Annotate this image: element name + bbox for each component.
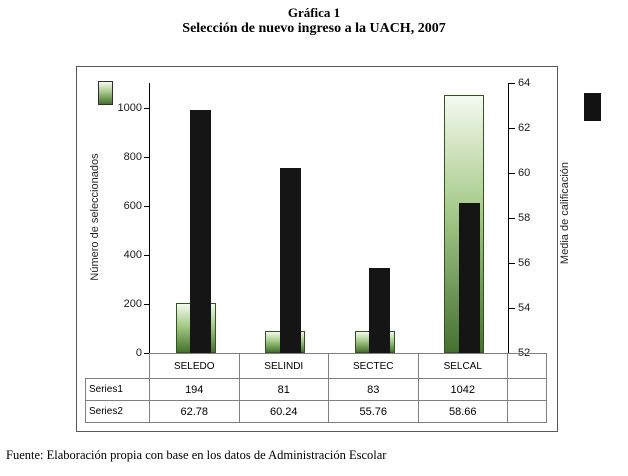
y-right-tick-label: 62: [518, 122, 531, 134]
table-corner-blank: [86, 354, 150, 379]
y-left-tick: [144, 303, 150, 305]
category-label: SELEDO: [149, 353, 240, 379]
y-right-tick-label: 58: [518, 212, 531, 224]
table-value-cell: 1042: [417, 378, 508, 401]
y-left-tick: [144, 107, 150, 109]
chart-frame: 0 200 400 600 800 1000 52 54 56 58 60 62 64 SELEDO SE…: [76, 66, 558, 432]
table-trailing-cell: [507, 378, 547, 401]
bar-series2-seledo: [190, 110, 212, 353]
right-axis-title: Media de calificación: [559, 161, 571, 265]
chart-title: Gráfica 1: [287, 5, 341, 20]
bar-series2-selindi: [279, 167, 301, 353]
category-label: SELINDI: [238, 353, 329, 379]
table-value-cell: 60.24: [238, 400, 329, 423]
y-right-tick-label: 56: [518, 257, 531, 269]
series1-legend-swatch-icon: [98, 81, 113, 105]
y-right-tick: [508, 308, 515, 309]
y-left-tick: [144, 254, 150, 256]
y-left-tick-label: 0: [135, 347, 142, 359]
y-right-tick: [508, 263, 515, 264]
y-right-tick: [508, 218, 515, 219]
table-value-cell: 83: [328, 378, 419, 401]
y-left-tick: [144, 205, 150, 207]
y-left-tick: [144, 353, 150, 354]
series-name-cell: Series1: [85, 378, 150, 401]
plot-area: 0 200 400 600 800 1000 52 54 56 58 60 62 64: [118, 77, 531, 359]
table-value-cell: 62.78: [149, 400, 240, 423]
series2-legend-swatch-icon: [584, 93, 601, 121]
table-trailing-cell: [507, 400, 547, 423]
table-value-cell: 194: [149, 378, 240, 401]
category-label: SECTEC: [328, 353, 419, 379]
chart-subtitle: Selección de nuevo ingreso a la UACH, 20…: [182, 21, 446, 36]
source-note: Fuente: Elaboración propia con base en l…: [6, 448, 387, 462]
y-left-tick-label: 600: [123, 199, 142, 212]
left-axis-title: Número de seleccionados: [89, 153, 101, 281]
y-right-tick: [508, 83, 515, 84]
table-trailing-cell: [507, 353, 547, 379]
y-left-tick-label: 1000: [117, 101, 142, 114]
y-right-tick-label: 64: [518, 77, 531, 89]
bar-series2-sectec: [369, 268, 391, 353]
series-name-cell: Series2: [85, 400, 150, 423]
y-right-tick: [508, 128, 515, 129]
category-label: SELCAL: [417, 353, 508, 379]
table-value-cell: 81: [238, 378, 329, 401]
data-table: SELEDO SELINDI SECTEC SELCAL Series1 194 81 83 1…: [85, 353, 547, 423]
bar-series2-selcal: [458, 203, 480, 353]
y-left-tick-label: 400: [123, 248, 142, 261]
y-left-tick: [144, 156, 150, 158]
table-value-cell: 58.66: [417, 400, 508, 423]
y-left-tick-label: 800: [123, 150, 142, 163]
y-right-tick-label: 60: [518, 167, 531, 179]
y-right-tick-label: 54: [518, 302, 531, 314]
y-right-tick: [508, 173, 515, 174]
y-left-tick-label: 200: [123, 297, 142, 310]
table-value-cell: 55.76: [328, 400, 419, 423]
